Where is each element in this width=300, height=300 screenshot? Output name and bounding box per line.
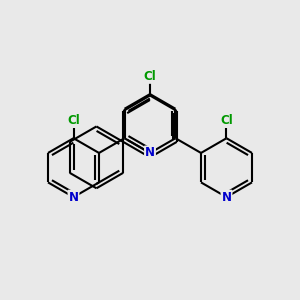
Text: Cl: Cl xyxy=(144,70,156,83)
Text: N: N xyxy=(221,190,232,204)
Text: N: N xyxy=(68,190,79,204)
Text: N: N xyxy=(145,146,155,159)
Text: Cl: Cl xyxy=(67,114,80,127)
Text: Cl: Cl xyxy=(220,114,233,127)
